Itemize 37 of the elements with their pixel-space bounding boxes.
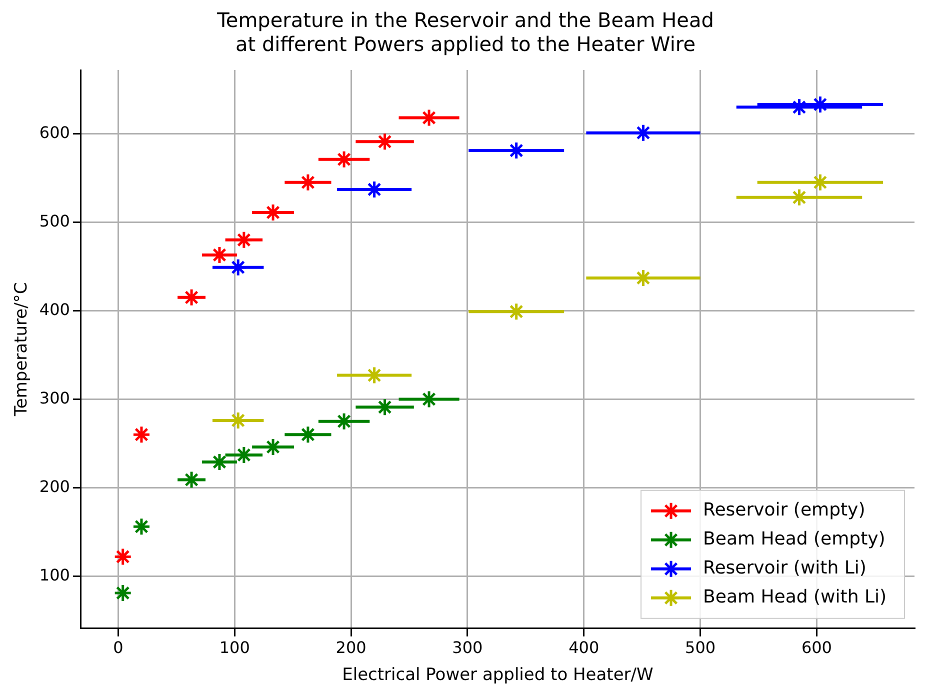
x-tick-label: 0 [113, 638, 124, 658]
y-tick-label: 500 [39, 211, 70, 230]
chart-title: Temperature in the Reservoir and the Beam Head at different Powers applied to the Heater Wire [216, 8, 714, 56]
x-tick-label: 600 [801, 638, 832, 658]
x-axis-title: Electrical Power applied to Heater/W [342, 665, 654, 686]
y-tick-label: 200 [39, 476, 70, 496]
point [334, 150, 354, 169]
point [507, 302, 526, 321]
x-tick-label: 300 [452, 638, 483, 658]
legend-label: Reservoir (with Li) [703, 558, 866, 579]
point [634, 124, 652, 142]
point [376, 398, 394, 416]
point [228, 258, 248, 277]
legend-label: Beam Head (empty) [703, 528, 886, 550]
point [334, 412, 354, 431]
x-tick-label: 500 [685, 638, 716, 658]
y-tick-label: 300 [39, 388, 70, 408]
point [790, 188, 808, 207]
legend-label: Beam Head (with Li) [703, 586, 887, 608]
point [114, 584, 132, 602]
point [376, 132, 394, 151]
point [298, 173, 318, 192]
point [234, 230, 254, 250]
x-tick-label: 400 [568, 638, 600, 658]
point [810, 173, 830, 192]
x-tick-label: 100 [219, 638, 250, 658]
legend-label: Reservoir (empty) [703, 500, 866, 521]
y-tick-label: 600 [39, 122, 70, 142]
point [132, 425, 151, 444]
point [114, 547, 132, 566]
point [298, 425, 318, 444]
point [132, 517, 151, 536]
y-tick-label: 100 [39, 565, 70, 584]
y-axis-title: Temperature/°C [12, 282, 32, 418]
y-tick-label: 400 [39, 300, 70, 319]
x-tick-label: 200 [336, 638, 366, 658]
point [182, 288, 201, 307]
